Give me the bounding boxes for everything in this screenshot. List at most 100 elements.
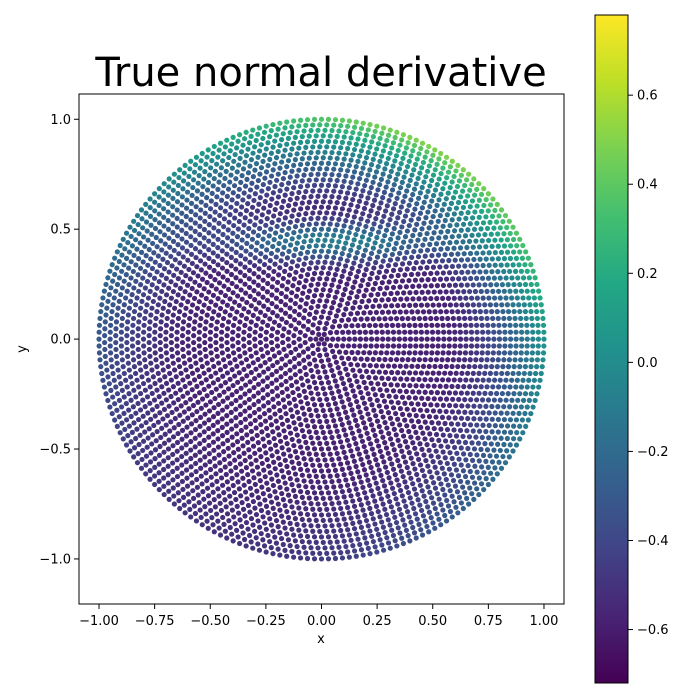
- scatter-point: [220, 158, 226, 164]
- scatter-point: [353, 463, 359, 470]
- scatter-point: [393, 356, 400, 363]
- scatter-point: [507, 417, 514, 423]
- scatter-point: [231, 158, 237, 164]
- scatter-point: [224, 302, 231, 308]
- scatter-point: [329, 127, 335, 134]
- scatter-point: [224, 511, 231, 517]
- scatter-point: [154, 364, 160, 370]
- scatter-point: [308, 545, 314, 551]
- scatter-point: [215, 410, 221, 416]
- scatter-point: [111, 377, 117, 383]
- scatter-point: [491, 343, 497, 349]
- scatter-point: [431, 425, 437, 432]
- scatter-point: [143, 364, 149, 370]
- scatter-point: [146, 426, 152, 432]
- scatter-point: [103, 281, 109, 288]
- scatter-point: [501, 416, 508, 423]
- scatter-point: [482, 441, 488, 447]
- scatter-point: [135, 221, 141, 228]
- scatter-point: [212, 168, 218, 174]
- scatter-point: [256, 406, 262, 412]
- scatter-point: [405, 183, 412, 189]
- scatter-point: [336, 323, 343, 329]
- scatter-point: [489, 309, 495, 315]
- scatter-point: [338, 527, 344, 534]
- scatter-point: [348, 202, 354, 208]
- scatter-point: [519, 343, 525, 349]
- scatter-point: [128, 397, 134, 403]
- scatter-point: [356, 428, 362, 434]
- scatter-point: [229, 306, 235, 312]
- scatter-point: [210, 522, 216, 528]
- scatter-point: [388, 399, 394, 405]
- scatter-point: [380, 258, 386, 264]
- scatter-point: [150, 374, 156, 380]
- scatter-point: [400, 433, 407, 439]
- scatter-point: [207, 336, 213, 342]
- scatter-point: [371, 265, 377, 271]
- scatter-point: [478, 357, 485, 363]
- scatter-point: [339, 206, 345, 212]
- scatter-point: [152, 225, 159, 232]
- scatter-point: [192, 237, 198, 243]
- scatter-point: [162, 431, 168, 437]
- scatter-point: [464, 428, 470, 434]
- scatter-point: [511, 281, 517, 288]
- scatter-point: [433, 414, 439, 420]
- scatter-point: [219, 433, 226, 439]
- scatter-point: [289, 124, 295, 130]
- scatter-point: [359, 234, 366, 240]
- scatter-point: [414, 156, 420, 162]
- scatter-point: [233, 496, 239, 503]
- scatter-point: [217, 172, 223, 178]
- scatter-point: [416, 315, 423, 322]
- scatter-point: [343, 521, 349, 528]
- scatter-point: [324, 550, 330, 556]
- scatter-point: [514, 243, 520, 249]
- scatter-point: [279, 283, 285, 289]
- scatter-point: [179, 333, 186, 339]
- scatter-point: [429, 322, 435, 328]
- scatter-point: [337, 256, 344, 262]
- scatter-point: [147, 196, 153, 202]
- scatter-point: [430, 480, 437, 486]
- scatter-point: [126, 281, 132, 288]
- scatter-point: [175, 396, 181, 403]
- scatter-point: [410, 191, 416, 198]
- scatter-point: [151, 422, 157, 429]
- scatter-point: [324, 188, 330, 194]
- scatter-point: [121, 410, 127, 417]
- scatter-point: [498, 249, 505, 255]
- scatter-point: [280, 131, 286, 137]
- scatter-point: [267, 516, 273, 522]
- scatter-point: [495, 315, 501, 322]
- scatter-point: [339, 488, 345, 495]
- scatter-point: [123, 230, 130, 236]
- scatter-point: [496, 322, 502, 328]
- scatter-point: [207, 329, 214, 335]
- scatter-point: [272, 466, 278, 472]
- scatter-point: [237, 319, 243, 325]
- scatter-point: [194, 305, 201, 311]
- scatter-point: [407, 134, 413, 140]
- scatter-point: [296, 123, 302, 129]
- scatter-point: [472, 209, 478, 215]
- scatter-point: [417, 482, 423, 488]
- scatter-point: [224, 277, 231, 283]
- scatter-point: [375, 485, 381, 492]
- scatter-point: [341, 223, 347, 229]
- scatter-point: [272, 489, 278, 495]
- scatter-point: [170, 477, 176, 483]
- scatter-point: [465, 209, 471, 216]
- scatter-point: [338, 145, 344, 151]
- scatter-point: [318, 402, 325, 408]
- scatter-point: [386, 430, 392, 437]
- scatter-point: [255, 390, 261, 396]
- scatter-point: [273, 377, 280, 383]
- scatter-point: [258, 454, 264, 460]
- scatter-point: [341, 516, 347, 522]
- scatter-point: [294, 409, 301, 415]
- scatter-point: [114, 249, 120, 255]
- scatter-point: [119, 420, 125, 426]
- scatter-point: [478, 226, 484, 232]
